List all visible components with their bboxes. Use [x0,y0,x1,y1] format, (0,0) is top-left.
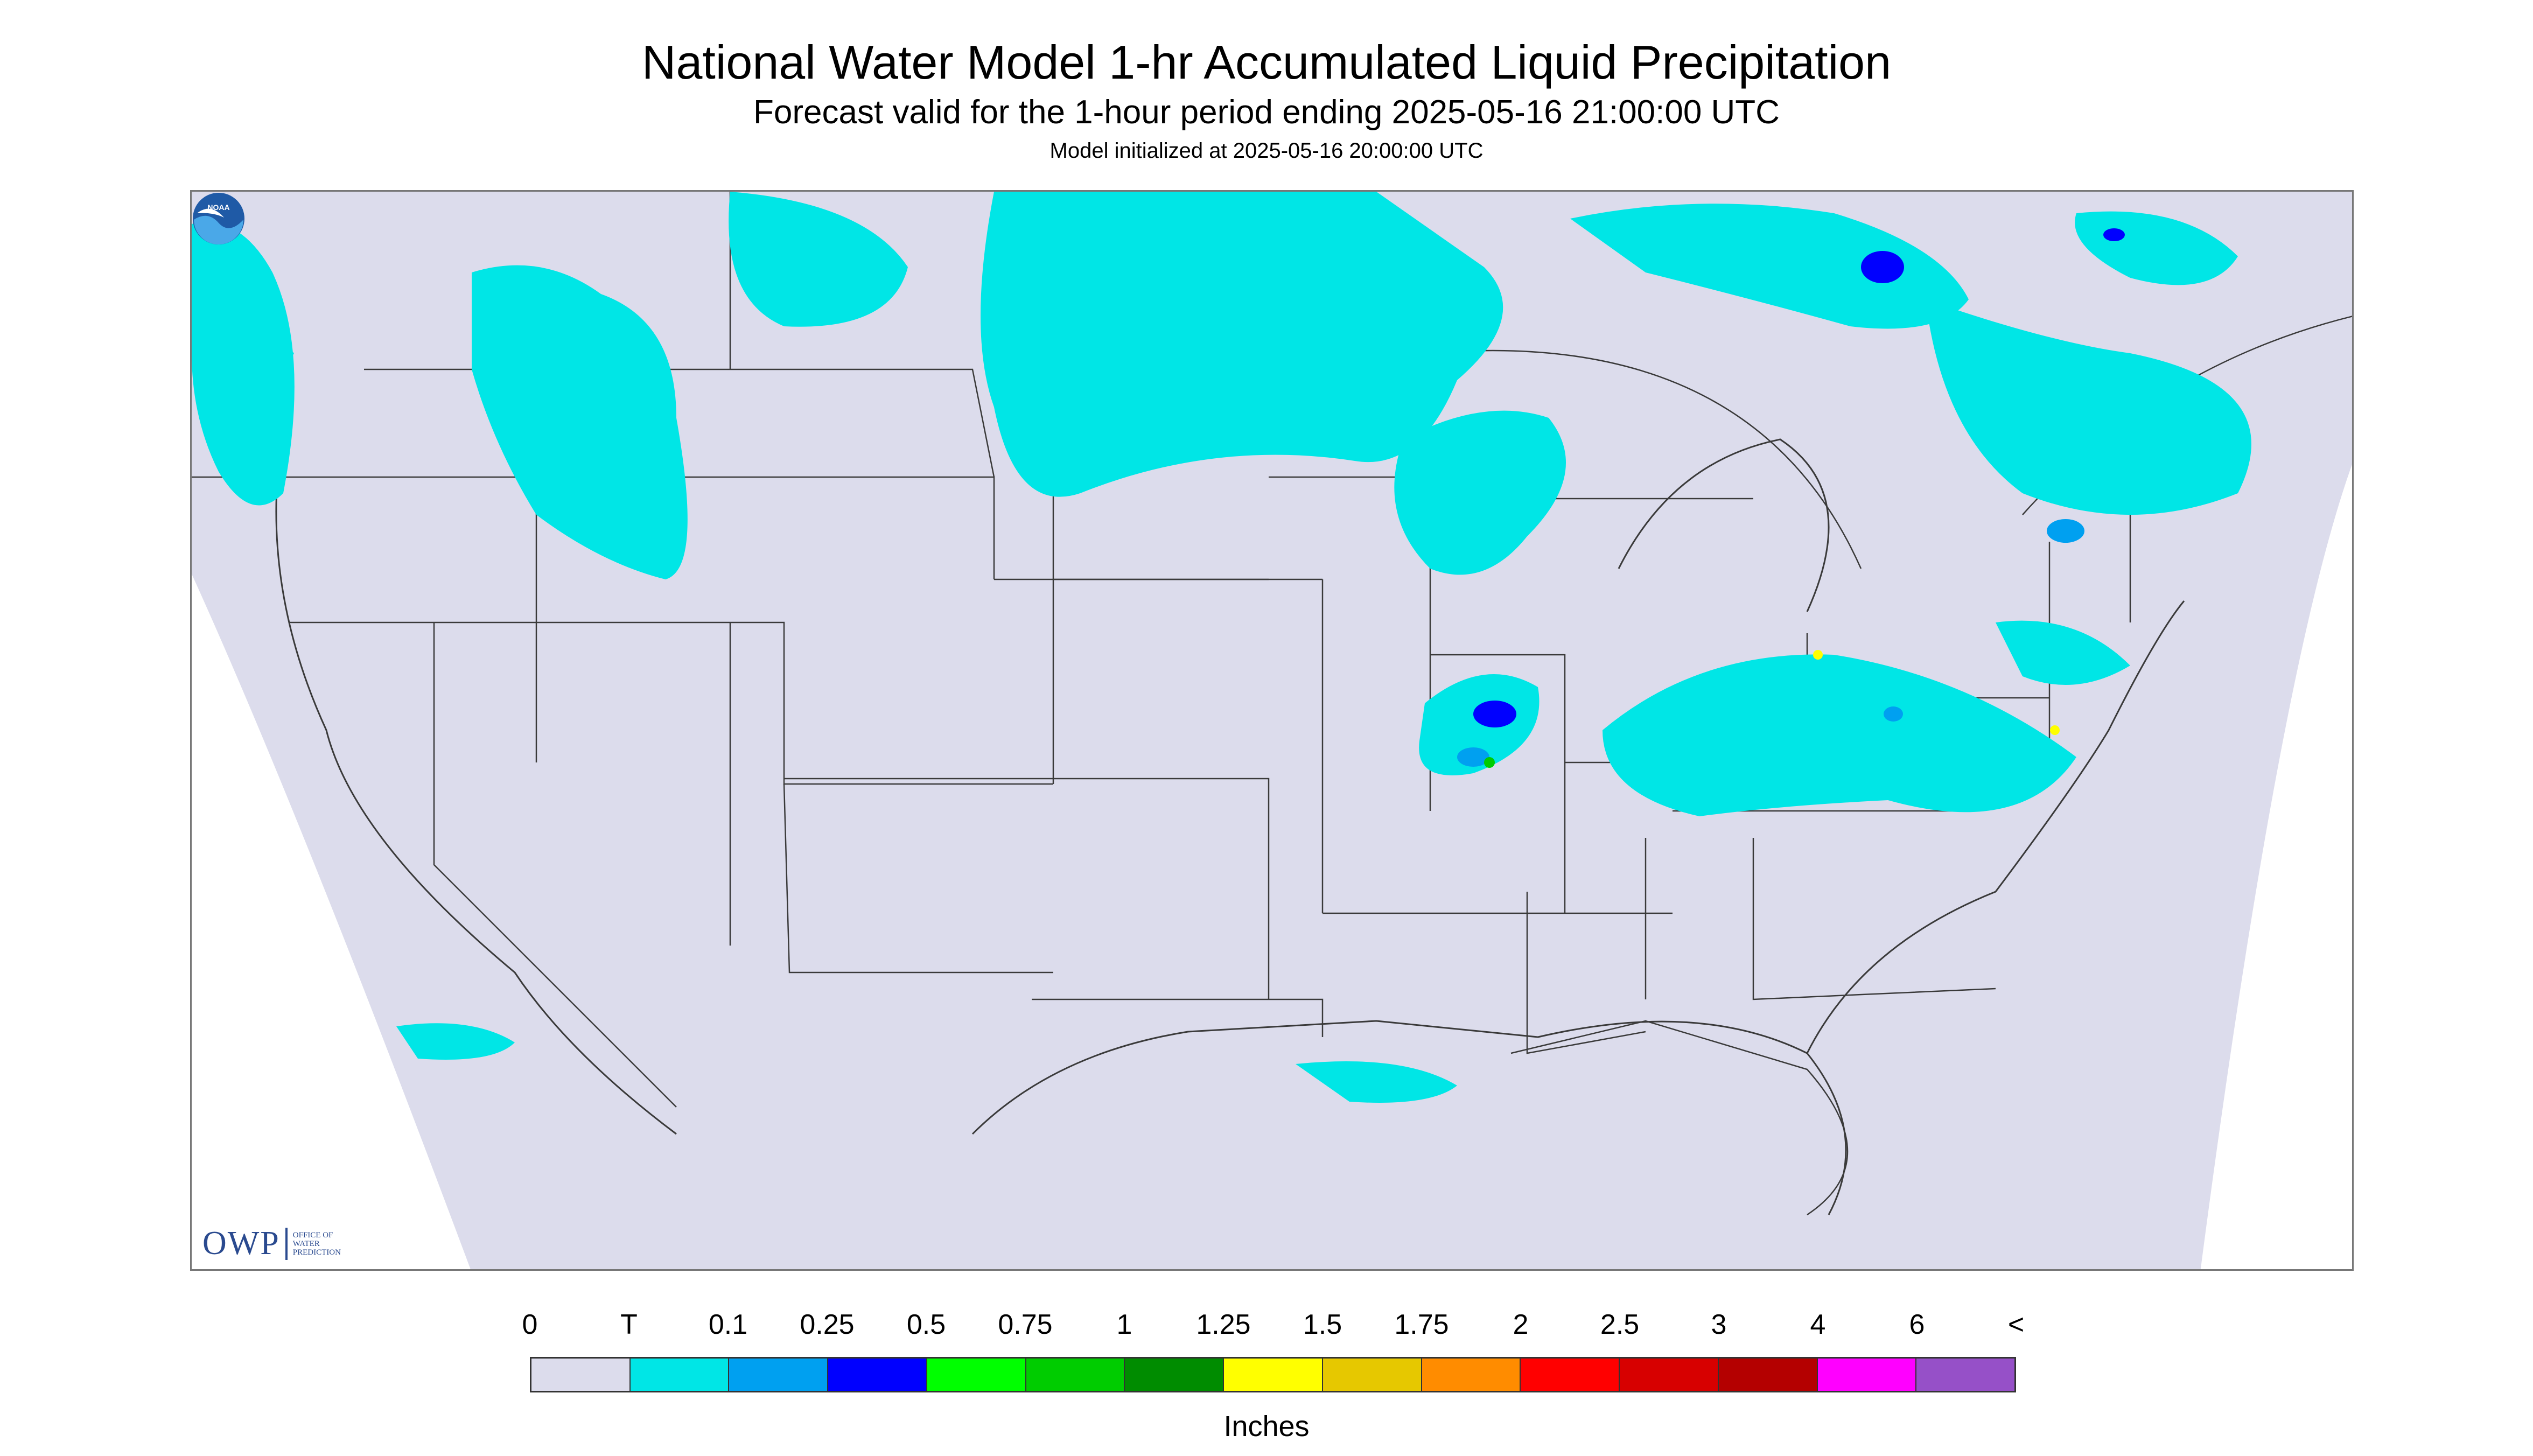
precip-areas-heavy [1457,228,2125,767]
legend-swatch [1718,1359,1818,1391]
legend-tick-label: 0 [522,1309,538,1340]
owp-logo: OWP OFFICE OF WATER PREDICTION [202,1224,341,1263]
legend-swatch [1817,1359,1917,1391]
legend-tick-label: 0.75 [998,1309,1053,1340]
init-time-line: Model initialized at 2025-05-16 20:00:00… [1049,139,1484,163]
precip-peak [1813,650,1823,660]
model-domain [192,192,2352,1269]
legend-swatch [1026,1359,1125,1391]
map-svg [192,192,2352,1269]
precip-core [1884,706,1903,722]
precip-peak [2050,725,2060,735]
page-title: National Water Model 1-hr Accumulated Li… [641,36,1892,89]
legend-swatch [1125,1359,1224,1391]
legend-labels: 0 T 0.1 0.25 0.5 0.75 1 1.25 1.5 1.75 2 2.5 3 4 6 < [0,1308,2533,1346]
svg-text:NOAA: NOAA [207,203,229,212]
legend-swatch [1224,1359,1323,1391]
legend-tick-label: 2.5 [1600,1309,1640,1340]
legend-swatch [1620,1359,1719,1391]
legend-swatch [1521,1359,1620,1391]
legend-tick-label: T [620,1309,638,1340]
legend-tick-label: 1 [1116,1309,1132,1340]
legend-swatch [1422,1359,1521,1391]
legend-color-bar [530,1357,2016,1392]
precipitation-map: OWP OFFICE OF WATER PREDICTION NOAA [190,190,2354,1271]
precip-areas-light [192,192,2251,1103]
legend-tick-label: 2 [1513,1309,1529,1340]
legend-units: Inches [1223,1410,1310,1443]
noaa-logo: NOAA [193,193,244,244]
legend-tick-label: 6 [1909,1309,1925,1340]
page-subtitle: Forecast valid for the 1-hour period end… [753,94,1780,131]
precip-peak [1484,757,1495,768]
legend-swatch [630,1359,730,1391]
owp-logo-text: OWP [202,1225,280,1262]
owp-logo-divider [285,1227,288,1260]
legend-tick-label: 0.1 [708,1309,748,1340]
precip-core [1457,747,1489,767]
precip-core [2047,519,2084,543]
legend-tick-label: 4 [1810,1309,1826,1340]
precip-core [1861,251,1904,283]
legend-tick-label: 0.5 [906,1309,946,1340]
coastline [275,438,2185,1215]
legend-tick-label: < [2007,1309,2025,1340]
legend-swatch [828,1359,927,1391]
legend-tick-label: 1.5 [1303,1309,1342,1340]
legend-tick-label: 0.25 [800,1309,855,1340]
legend-tick-label: 3 [1711,1309,1727,1340]
legend-tick-label: 1.25 [1196,1309,1251,1340]
legend-swatch [531,1359,631,1391]
legend-swatch [927,1359,1026,1391]
precip-areas-intense [1484,650,2060,768]
legend-tick-label: 1.75 [1394,1309,1449,1340]
precip-core [2103,228,2125,241]
legend-swatch [1916,1359,2015,1391]
owp-logo-subtext: OFFICE OF WATER PREDICTION [292,1230,341,1257]
legend-swatch [729,1359,829,1391]
legend-swatch [1323,1359,1422,1391]
precip-core [1473,701,1516,727]
